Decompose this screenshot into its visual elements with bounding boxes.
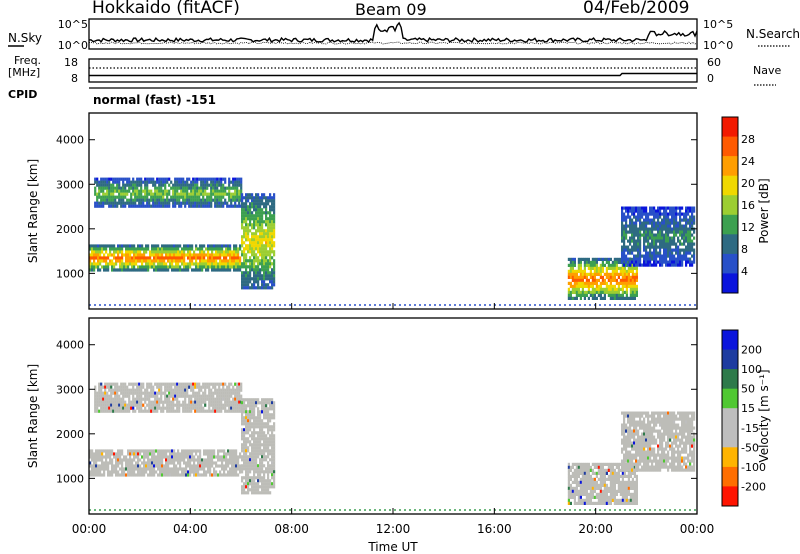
nsky-label: N.Sky xyxy=(8,31,42,45)
ytick-label: 2000 xyxy=(56,223,84,236)
colorbar-tick: -100 xyxy=(741,461,766,474)
colorbar-frame xyxy=(721,329,739,507)
echo-band xyxy=(241,193,276,290)
colorbar-tick: 100 xyxy=(741,363,762,376)
colorbar-swatch xyxy=(722,273,738,294)
echo-band xyxy=(94,382,243,413)
power-colorbar-label: Power [dB] xyxy=(757,178,771,243)
colorbar-swatch xyxy=(722,136,738,157)
colorbar-tick: 50 xyxy=(741,383,755,396)
ytick-label: 3000 xyxy=(56,178,84,191)
nsky-panel: N.Sky 10^5 10^0 10^5 10^0 N.Search xyxy=(8,18,800,52)
colorbar-tick: -15 xyxy=(741,422,759,435)
nsky-scale-top: 10^5 xyxy=(58,18,88,31)
colorbar-tick: 28 xyxy=(741,133,755,146)
freq-label: Freq. xyxy=(14,54,41,67)
nave-label: Nave xyxy=(753,64,781,77)
power-ylabel: Slant Range [km] xyxy=(26,159,40,263)
colorbar-swatch xyxy=(722,330,738,351)
xtick-label: 08:00 xyxy=(274,522,309,536)
ytick-label: 3000 xyxy=(56,383,84,396)
velocity-panel: 1000 2000 3000 4000 00:00 04:00 08:00 12:00 16:… xyxy=(26,303,771,554)
nsky-trace xyxy=(88,21,698,44)
nave-tick-low: 0 xyxy=(707,72,714,85)
colorbar-swatch xyxy=(722,388,738,409)
ytick-label: 4000 xyxy=(56,339,84,352)
colorbar-swatch xyxy=(722,175,738,196)
colorbar-swatch xyxy=(722,117,738,138)
echo-band xyxy=(621,411,696,472)
colorbar-tick: -200 xyxy=(741,480,766,493)
echo-band xyxy=(89,244,242,272)
velocity-colorbar-label: Velocity [m s⁻¹] xyxy=(757,369,771,462)
xtick-label: 12:00 xyxy=(376,522,411,536)
colorbar-swatch xyxy=(722,466,738,487)
cpid-label: CPID xyxy=(8,88,37,101)
freq-panel: Freq. [MHz] 18 8 60 0 Nave CPID normal (… xyxy=(8,54,781,107)
colorbar-swatch xyxy=(722,234,738,255)
colorbar-swatch xyxy=(722,369,738,390)
xtick-label: 00:00 xyxy=(680,522,715,536)
xtick-label: 20:00 xyxy=(578,522,613,536)
velocity-xticks: 00:00 04:00 08:00 12:00 16:00 20:00 00:00 xyxy=(72,303,715,536)
colorbar-tick: 12 xyxy=(741,221,755,234)
colorbar-swatch xyxy=(722,156,738,177)
velocity-yticks: 1000 2000 3000 4000 xyxy=(56,339,697,485)
beam-label: Beam 09 xyxy=(355,0,427,19)
nsearch-trace xyxy=(88,41,698,45)
power-echoes xyxy=(89,177,696,300)
echo-band xyxy=(94,177,243,208)
colorbar-swatch xyxy=(722,349,738,370)
cpid-text: normal (fast) -151 xyxy=(93,93,216,107)
nsearch-scale-top: 10^5 xyxy=(703,18,733,31)
freq-frame xyxy=(88,58,698,83)
nsearch-scale-bottom: 10^0 xyxy=(703,39,733,52)
freq-trace xyxy=(89,72,697,77)
colorbar-swatch xyxy=(722,214,738,235)
colorbar-swatch xyxy=(722,253,738,274)
xtick-label: 16:00 xyxy=(477,522,512,536)
colorbar-swatch xyxy=(722,447,738,468)
velocity-colorbar: 200 100 50 15 -15 -50 -100 -200 xyxy=(721,329,766,507)
ytick-label: 1000 xyxy=(56,267,84,280)
colorbar-tick: 20 xyxy=(741,177,755,190)
velocity-echoes xyxy=(89,382,696,505)
power-panel: 1000 2000 3000 4000 Slant Range [km] 28 24 20… xyxy=(26,112,771,310)
colorbar-tick: -50 xyxy=(741,441,759,454)
colorbar-tick: 4 xyxy=(741,265,748,278)
ytick-label: 1000 xyxy=(56,472,84,485)
colorbar-tick: 24 xyxy=(741,155,755,168)
colorbar-swatch xyxy=(722,195,738,216)
colorbar-swatch xyxy=(722,408,738,429)
station-title: Hokkaido (fitACF) xyxy=(92,0,240,18)
colorbar-swatch xyxy=(722,427,738,448)
power-colorbar: 28 24 20 16 12 8 4 xyxy=(721,116,755,294)
echo-band xyxy=(241,398,276,495)
power-yticks: 1000 2000 3000 4000 xyxy=(56,134,697,280)
colorbar-frame xyxy=(721,116,739,294)
colorbar-tick: 8 xyxy=(741,243,748,256)
ytick-label: 2000 xyxy=(56,428,84,441)
colorbar-tick: 16 xyxy=(741,199,755,212)
xtick-label: 00:00 xyxy=(72,522,107,536)
date-label: 04/Feb/2009 xyxy=(583,0,690,18)
nsearch-label: N.Search xyxy=(746,27,800,41)
velocity-ylabel: Slant Range [km] xyxy=(26,364,40,468)
freq-tick-low: 8 xyxy=(71,72,78,85)
nsky-scale-bottom: 10^0 xyxy=(58,39,88,52)
freq-tick-high: 18 xyxy=(64,56,78,69)
echo-band xyxy=(621,206,696,267)
freq-unit: [MHz] xyxy=(8,66,40,79)
nsky-frame xyxy=(88,18,698,50)
nave-tick-high: 60 xyxy=(707,56,721,69)
colorbar-tick: 15 xyxy=(741,402,755,415)
colorbar-tick: 200 xyxy=(741,344,762,357)
colorbar-swatch xyxy=(722,486,738,507)
x-axis-label: Time UT xyxy=(367,540,418,554)
echo-band xyxy=(89,449,242,477)
ytick-label: 4000 xyxy=(56,134,84,147)
xtick-label: 04:00 xyxy=(173,522,208,536)
